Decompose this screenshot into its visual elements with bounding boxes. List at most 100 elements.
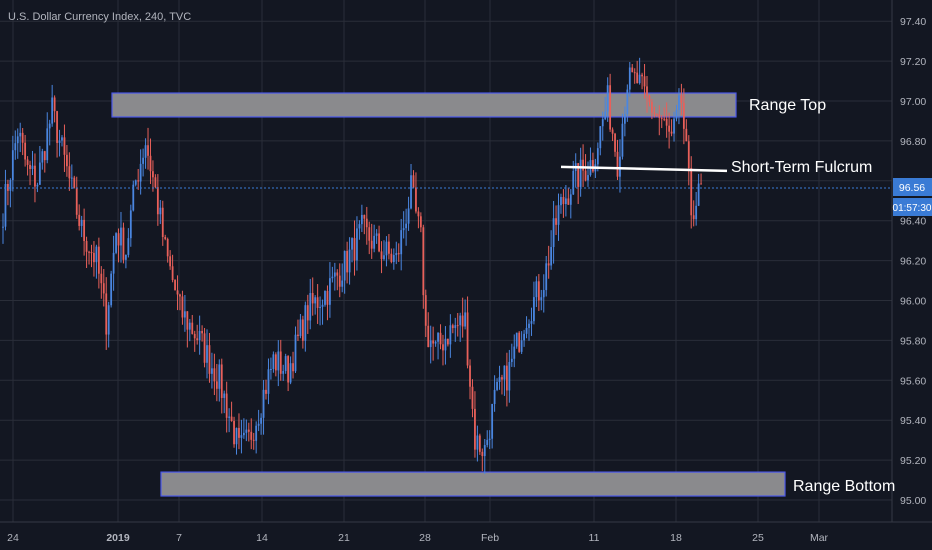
candle-body (100, 273, 103, 284)
candle-body (483, 445, 486, 457)
candle-body (555, 218, 557, 225)
candle-body (643, 76, 646, 87)
candle-body (301, 319, 304, 341)
y-tick-label: 96.00 (900, 296, 926, 308)
candle-body (73, 177, 76, 188)
candle-body (272, 354, 275, 370)
candle-body (213, 368, 216, 382)
candle-body (36, 184, 39, 187)
candle-body (242, 432, 245, 436)
candle-body (412, 175, 415, 188)
candle-body (284, 356, 287, 372)
time-axis[interactable]: 24 2019 7 14 21 28 Feb 11 18 25 Mar (7, 532, 828, 544)
candle-body (24, 142, 27, 160)
y-tick-label: 97.40 (900, 16, 926, 28)
candle-body (454, 325, 457, 329)
candle-body (446, 338, 449, 345)
x-tick-label: 18 (670, 532, 682, 544)
candle-body (191, 322, 194, 334)
price-axis[interactable]: 97.4097.2097.0096.8096.6096.4096.2096.00… (900, 16, 926, 507)
candle-body (230, 416, 233, 421)
candle-body (427, 325, 430, 348)
candle-body (319, 306, 321, 308)
candle-body (66, 154, 68, 167)
candle-body (670, 131, 673, 134)
candle-body (572, 170, 575, 195)
candle-body (582, 159, 584, 171)
candle-body (9, 180, 12, 191)
candle-body (478, 435, 481, 452)
candle-body (370, 240, 373, 249)
candle-body (545, 263, 548, 291)
candle-body (383, 255, 385, 260)
candle-body (579, 159, 582, 187)
x-tick-label: Feb (481, 532, 499, 544)
candle-body (166, 239, 169, 257)
candle-body (215, 381, 218, 389)
candle-body (604, 111, 607, 120)
candle-body (695, 205, 698, 220)
candle-body (287, 356, 290, 383)
candle-body (535, 281, 538, 298)
candle-body (63, 137, 66, 155)
candle-body (152, 171, 154, 178)
candle-body (38, 162, 41, 185)
last-price-badge (893, 178, 932, 196)
candle-body (395, 253, 398, 256)
candle-body (2, 226, 4, 228)
candle-body (233, 420, 235, 445)
candle-body (351, 238, 353, 250)
candle-body (456, 325, 459, 327)
y-tick-label: 97.20 (900, 56, 926, 68)
candle-body (257, 423, 260, 426)
candle-body (451, 325, 454, 329)
candle-body (682, 102, 685, 129)
candle-body (368, 227, 371, 241)
candle-body (341, 280, 344, 287)
candle-body (609, 85, 612, 130)
candle-body (68, 166, 71, 179)
candle-body (186, 311, 189, 330)
candle-body (488, 438, 491, 440)
candle-body (53, 97, 56, 112)
y-tick-label: 97.00 (900, 96, 926, 108)
candles (2, 57, 702, 474)
candle-body (562, 196, 565, 205)
candle-body (321, 304, 324, 307)
candle-body (198, 330, 201, 341)
candle-body (638, 74, 641, 84)
grid (0, 0, 892, 522)
candle-body (424, 295, 427, 326)
y-tick-label: 95.80 (900, 335, 926, 347)
candle-body (279, 351, 282, 374)
candle-body (560, 196, 562, 206)
candle-body (142, 157, 145, 164)
candle-body (97, 246, 100, 274)
candle-body (252, 439, 255, 441)
candle-body (14, 143, 17, 151)
candle-body (510, 358, 513, 362)
candle-body (623, 114, 626, 124)
candle-body (270, 369, 272, 371)
candle-body (61, 137, 63, 141)
candle-body (127, 238, 130, 255)
candle-body (255, 425, 258, 441)
candle-body (557, 205, 560, 225)
candle-body (402, 228, 405, 231)
candle-body (206, 345, 208, 363)
candle-body (655, 113, 658, 115)
candle-body (599, 126, 602, 149)
candle-body (333, 272, 336, 277)
y-tick-label: 96.80 (900, 136, 926, 148)
candle-body (311, 293, 314, 304)
candle-body (29, 164, 31, 169)
candle-body (164, 237, 167, 240)
candle-body (678, 95, 680, 110)
candle-body (491, 404, 494, 439)
candle-body (156, 187, 159, 215)
candle-body (218, 364, 221, 389)
candle-body (665, 118, 668, 126)
candle-body (262, 389, 265, 418)
candle-body (692, 215, 695, 220)
